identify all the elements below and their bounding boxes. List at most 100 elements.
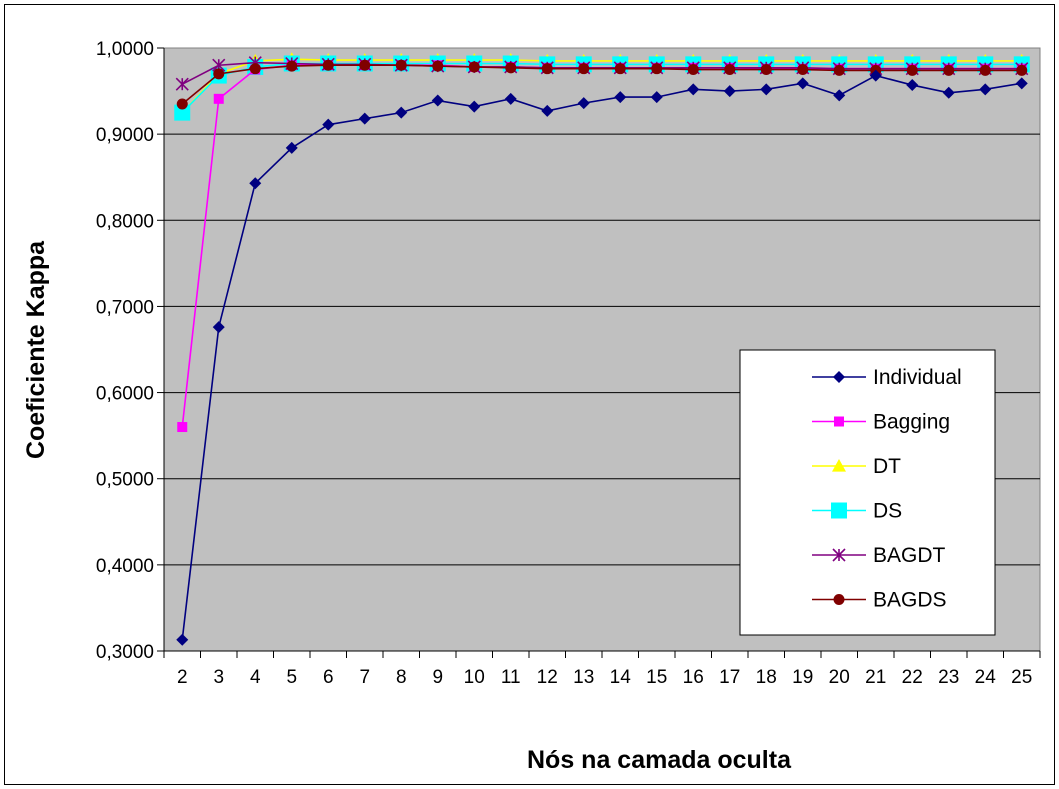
series-bagds <box>176 59 1028 110</box>
data-point-bagds <box>432 60 444 72</box>
x-tick-label: 18 <box>756 667 777 688</box>
data-point-bagdt <box>175 77 189 91</box>
x-tick-label: 16 <box>683 667 704 688</box>
data-point-bagds <box>322 59 334 71</box>
data-point-bagds <box>614 63 626 75</box>
legend-marker-bagdt <box>832 548 846 562</box>
x-tick-label: 11 <box>501 667 521 688</box>
data-point-bagds <box>395 59 407 71</box>
data-point-individual <box>760 83 773 96</box>
data-point-individual <box>942 86 955 99</box>
data-point-bagds <box>541 63 553 75</box>
data-point-bagds <box>833 64 845 76</box>
legend-marker-bagds <box>833 594 845 605</box>
y-tick-label: 0,8000 <box>96 211 154 232</box>
data-point-ds <box>174 104 191 121</box>
x-tick-label: 2 <box>177 667 188 688</box>
legend-label: Bagging <box>873 411 950 434</box>
legend-item-dt: DT <box>812 455 901 478</box>
legend-item-individual: Individual <box>812 366 962 389</box>
x-tick-label: 6 <box>323 667 334 688</box>
x-tick-label: 5 <box>286 667 297 688</box>
legend-label: Individual <box>873 366 962 389</box>
data-point-bagds <box>724 64 736 76</box>
legend-item-bagdt: BAGDT <box>812 544 946 567</box>
series-layer <box>174 52 1030 646</box>
x-tick-label: 25 <box>1011 667 1032 688</box>
y-tick-label: 0,9000 <box>96 125 154 146</box>
x-tick-label: 12 <box>537 667 558 688</box>
data-point-bagds <box>286 60 298 72</box>
legend-label: BAGDT <box>873 544 946 567</box>
data-point-individual <box>504 92 517 105</box>
y-tick-label: 0,7000 <box>96 297 154 318</box>
axes: 0,3000 0,4000 0,5000 0,6000 0,7000 0,8000 0,90… <box>96 39 1041 688</box>
gridlines <box>164 133 1040 566</box>
data-point-individual <box>614 91 627 104</box>
legend-label: DT <box>873 455 901 478</box>
data-point-individual <box>541 104 554 117</box>
legend-label: DS <box>873 500 902 523</box>
x-tick-label: 7 <box>359 667 370 688</box>
data-point-bagds <box>760 64 772 76</box>
legend-marker-ds <box>831 502 847 519</box>
data-point-individual <box>395 106 408 119</box>
data-point-individual <box>979 83 992 96</box>
data-point-individual <box>796 77 809 90</box>
x-tick-label: 4 <box>250 667 261 688</box>
y-tick-label: 0,4000 <box>96 556 154 577</box>
x-tick-label: 10 <box>464 667 485 688</box>
x-tick-label: 22 <box>902 667 923 688</box>
x-tick-label: 19 <box>792 667 813 688</box>
legend-label: BAGDS <box>873 589 947 612</box>
data-point-individual <box>833 89 846 102</box>
y-tick-label: 1,0000 <box>96 39 154 60</box>
data-point-individual <box>249 177 262 190</box>
data-point-individual <box>687 83 700 96</box>
data-point-bagds <box>979 64 991 76</box>
y-tick-label: 0,3000 <box>96 642 154 663</box>
data-point-bagds <box>468 61 480 73</box>
x-tick-label: 20 <box>829 667 850 688</box>
data-point-bagds <box>359 59 371 71</box>
x-tick-label: 9 <box>432 667 443 688</box>
series-line-bagdt <box>181 61 1022 85</box>
x-tick-label: 17 <box>719 667 740 688</box>
data-point-individual <box>577 97 590 110</box>
legend-item-bagging: Bagging <box>812 411 950 434</box>
y-tick-label: 0,6000 <box>96 384 154 405</box>
data-point-individual <box>431 94 444 107</box>
legend-marker-individual <box>833 371 845 383</box>
x-tick-label: 8 <box>396 667 407 688</box>
series-line-individual <box>181 74 1022 640</box>
x-axis-title: Nós na camada oculta <box>527 746 792 774</box>
x-tick-label: 24 <box>975 667 997 688</box>
data-point-bagds <box>505 62 517 74</box>
x-tick-label: 13 <box>573 667 594 688</box>
x-tick-label: 15 <box>646 667 667 688</box>
data-point-individual <box>358 112 371 125</box>
series-individual <box>176 69 1028 646</box>
data-point-bagds <box>1016 64 1028 76</box>
legend: Individual Bagging DT DS BAGDT BAGDS <box>739 349 996 636</box>
data-point-bagging <box>177 422 188 433</box>
legend-marker-bagging <box>834 416 844 427</box>
data-point-individual <box>650 91 663 104</box>
data-point-individual <box>176 633 189 646</box>
series-line-bagds <box>181 64 1022 105</box>
data-point-bagds <box>651 63 663 75</box>
x-tick-label: 3 <box>213 667 224 688</box>
data-point-individual <box>285 141 298 154</box>
legend-box <box>739 349 996 636</box>
x-tick-label: 21 <box>865 667 886 688</box>
data-point-individual <box>723 85 736 98</box>
data-point-bagds <box>176 98 188 110</box>
data-point-bagds <box>906 64 918 76</box>
data-point-bagds <box>687 64 699 76</box>
data-point-individual <box>869 69 882 82</box>
data-point-bagds <box>943 64 955 76</box>
data-point-individual <box>322 118 335 131</box>
data-point-individual <box>906 79 919 92</box>
data-point-bagds <box>797 64 809 76</box>
